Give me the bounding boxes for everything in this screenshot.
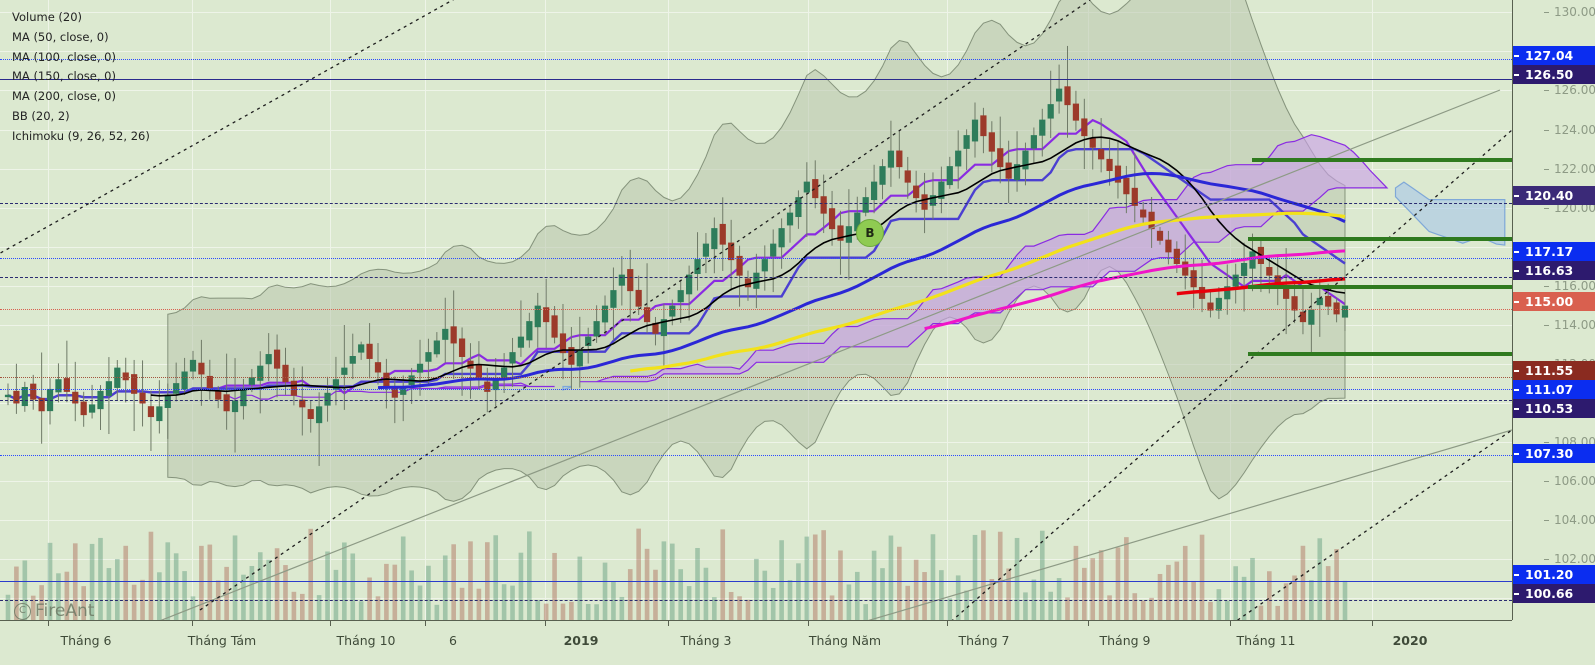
- time-label-10: 2020: [1392, 633, 1428, 648]
- level-line-120.40[interactable]: [0, 203, 1512, 204]
- gridline-h-15: [0, 598, 1512, 599]
- price-badge-101.20[interactable]: 101.20: [1513, 565, 1595, 584]
- time-tick-4: [545, 621, 546, 626]
- level-line-107.30[interactable]: [0, 455, 1512, 456]
- price-badge-111.07[interactable]: 111.07: [1513, 380, 1595, 399]
- price-badge-107.30[interactable]: 107.30: [1513, 444, 1595, 463]
- indicator-legend[interactable]: Volume (20) MA (50, close, 0) MA (100, clo…: [12, 8, 150, 147]
- legend-item-5[interactable]: BB (20, 2): [12, 108, 70, 123]
- price-tick-3: 124.00: [1543, 122, 1595, 138]
- time-label-1: Tháng Tám: [187, 633, 257, 648]
- level-line-101.20[interactable]: [0, 581, 1512, 582]
- price-tick-2: 126.00: [1543, 82, 1595, 98]
- gridline-v-0: [48, 0, 49, 620]
- level-line-115.00[interactable]: [0, 309, 1512, 310]
- level-line-111.55[interactable]: [0, 377, 1512, 378]
- time-tick-6: [808, 621, 809, 626]
- price-tick-12: 106.00: [1543, 473, 1595, 489]
- support-116[interactable]: [1248, 285, 1512, 289]
- price-badge-126.50[interactable]: 126.50: [1513, 65, 1595, 84]
- level-line-100.66[interactable]: [0, 600, 1512, 601]
- price-badge-110.53[interactable]: 110.53: [1513, 399, 1595, 418]
- legend-item-3[interactable]: MA (150, close, 0): [12, 69, 116, 84]
- time-label-6: Tháng Năm: [808, 633, 882, 648]
- time-tick-1: [192, 621, 193, 626]
- price-series-layer: [0, 0, 1512, 620]
- buy-marker-label: B: [856, 219, 884, 247]
- level-line-116.63[interactable]: [0, 277, 1512, 278]
- price-badge-111.55[interactable]: 111.55: [1513, 361, 1595, 380]
- time-label-4: 2019: [563, 633, 599, 648]
- time-label-0: Tháng 6: [60, 633, 112, 648]
- price-tick-13: 104.00: [1543, 512, 1595, 528]
- watermark-label: FireAnt: [35, 601, 95, 620]
- price-tick-4: 122.00: [1543, 161, 1595, 177]
- gridline-v-10: [1372, 0, 1373, 620]
- time-tick-3: [425, 621, 426, 626]
- buy-marker[interactable]: B: [856, 219, 884, 247]
- gridline-h-1: [0, 51, 1512, 52]
- time-tick-7: [947, 621, 948, 626]
- gridline-h-14: [0, 559, 1512, 560]
- time-tick-9: [1230, 621, 1231, 626]
- price-badge-117.17[interactable]: 117.17: [1513, 242, 1595, 261]
- gridline-h-11: [0, 442, 1512, 443]
- gridline-h-12: [0, 481, 1512, 482]
- chart-plot-area[interactable]: B C FireAnt Volume (20) MA (50, close, 0)…: [0, 0, 1512, 620]
- price-tick-14: 102.00: [1543, 551, 1595, 567]
- price-badge-120.40[interactable]: 120.40: [1513, 186, 1595, 205]
- time-label-7: Tháng 7: [958, 633, 1010, 648]
- legend-item-0[interactable]: Volume (20): [12, 10, 83, 24]
- legend-item-2[interactable]: MA (100, close, 0): [12, 49, 116, 64]
- gridline-v-8: [1088, 0, 1089, 620]
- resistance-118[interactable]: [1248, 237, 1512, 241]
- legend-item-4[interactable]: MA (200, close, 0): [12, 89, 116, 104]
- time-label-3: 6: [449, 633, 457, 648]
- time-tick-0: [48, 621, 49, 626]
- legend-item-1[interactable]: MA (50, close, 0): [12, 29, 109, 44]
- level-line-110.53[interactable]: [0, 400, 1512, 401]
- time-tick-2: [330, 621, 331, 626]
- level-line-111.07[interactable]: [0, 389, 1512, 390]
- price-tick-0: 130.00: [1543, 4, 1595, 20]
- price-badge-127.04[interactable]: 127.04: [1513, 46, 1595, 65]
- time-label-2: Tháng 10: [336, 633, 396, 648]
- time-label-5: Tháng 3: [680, 633, 732, 648]
- price-badge-115.00[interactable]: 115.00: [1513, 292, 1595, 311]
- gridline-h-3: [0, 130, 1512, 131]
- price-tick-8: 114.00: [1543, 317, 1595, 333]
- time-axis[interactable]: Tháng 6 Tháng Tám Tháng 10 6 2019 Tháng 3 Thán…: [0, 620, 1512, 665]
- gridline-h-13: [0, 520, 1512, 521]
- level-line-117.17[interactable]: [0, 258, 1512, 259]
- level-line-127.04[interactable]: [0, 59, 1512, 60]
- price-badge-116.63[interactable]: 116.63: [1513, 261, 1595, 280]
- price-tick-7: 116.00: [1543, 278, 1595, 294]
- time-tick-10: [1372, 621, 1373, 626]
- level-line-126.50[interactable]: [0, 79, 1512, 80]
- axis-corner: [1512, 620, 1595, 664]
- gridline-h-2: [0, 90, 1512, 91]
- time-tick-5: [668, 621, 669, 626]
- support-113[interactable]: [1248, 352, 1512, 356]
- resistance-122[interactable]: [1252, 158, 1512, 162]
- time-label-9: Tháng 11: [1236, 633, 1296, 648]
- time-tick-8: [1088, 621, 1089, 626]
- price-badge-100.66[interactable]: 100.66: [1513, 584, 1595, 603]
- gridline-h-0: [0, 12, 1512, 13]
- copyright-icon: C: [14, 602, 31, 620]
- legend-item-6[interactable]: Ichimoku (9, 26, 52, 26): [12, 128, 150, 143]
- fireant-watermark: C FireAnt: [14, 601, 94, 620]
- time-label-8: Tháng 9: [1099, 633, 1151, 648]
- price-axis[interactable]: 130.00128.00126.00124.00122.00120.00118.…: [1512, 0, 1595, 620]
